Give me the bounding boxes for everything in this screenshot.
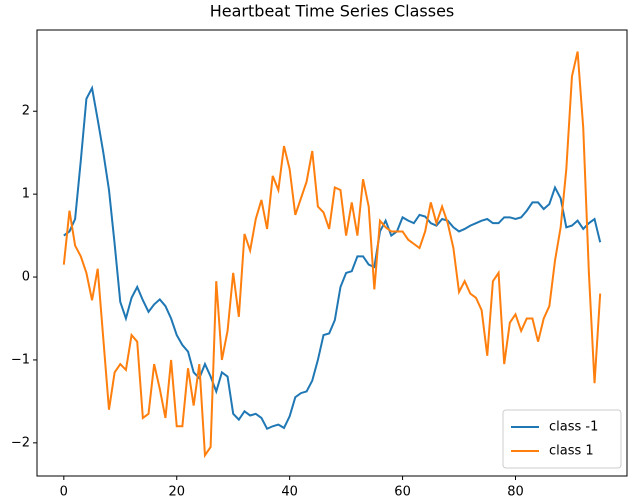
x-tick-label: 20 — [168, 485, 185, 500]
series-line — [62, 51, 602, 459]
chart-title: Heartbeat Time Series Classes — [210, 2, 455, 21]
x-tick-label: 80 — [507, 485, 524, 500]
series-line — [63, 84, 602, 431]
legend-label: class -1 — [549, 420, 598, 435]
legend-label: class 1 — [549, 444, 594, 459]
y-tick-label: −2 — [11, 435, 30, 450]
y-tick-label: −1 — [11, 352, 30, 367]
plot-frame — [36, 29, 628, 477]
x-tick-label: 0 — [60, 485, 68, 500]
legend-box — [502, 409, 622, 469]
y-tick-label: 2 — [22, 104, 30, 119]
x-tick-label: 60 — [394, 485, 411, 500]
y-tick-label: 0 — [22, 270, 30, 285]
x-tick-label: 40 — [281, 485, 298, 500]
y-tick-label: 1 — [22, 187, 30, 202]
